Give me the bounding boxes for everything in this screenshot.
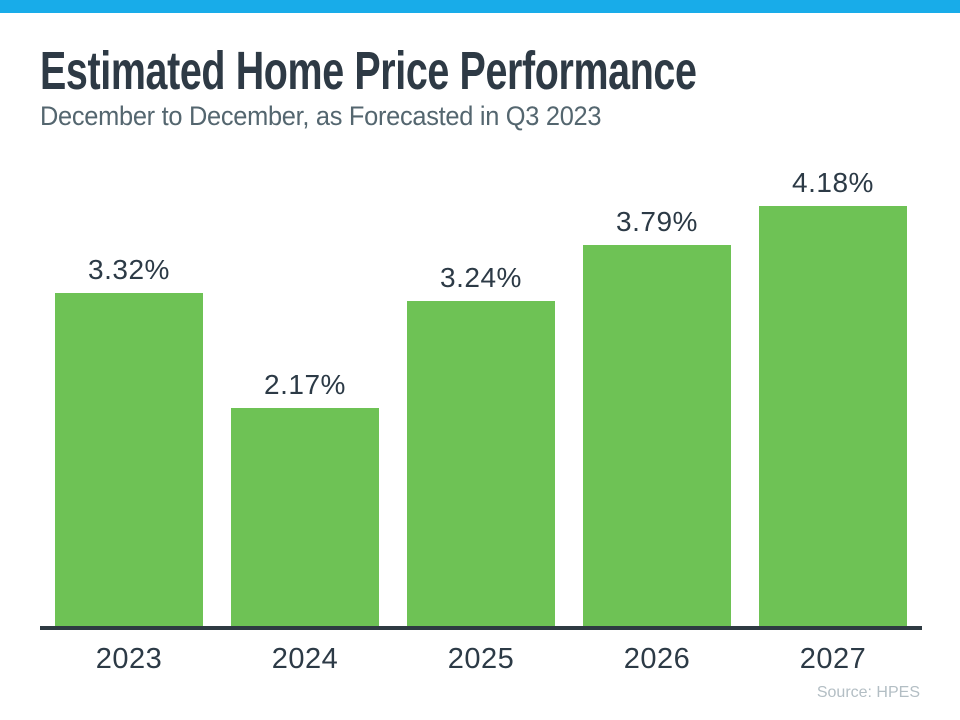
bar-group-2023: 3.32% bbox=[55, 0, 203, 626]
x-axis-tick-label: 2026 bbox=[623, 643, 691, 675]
bar-value-label: 3.79% bbox=[616, 206, 698, 237]
x-axis-tick-label: 2025 bbox=[447, 643, 515, 675]
bar-2025 bbox=[407, 301, 555, 626]
bar-value-label: 3.32% bbox=[88, 254, 170, 285]
bar-2027 bbox=[759, 206, 907, 626]
x-axis-tick-label: 2027 bbox=[799, 643, 867, 675]
bar-2023 bbox=[55, 293, 203, 626]
bar-group-2025: 3.24% bbox=[407, 0, 555, 626]
bar-group-2026: 3.79% bbox=[583, 0, 731, 626]
bar-2026 bbox=[583, 245, 731, 626]
x-axis-line bbox=[40, 626, 922, 630]
chart-subtitle: December to December, as Forecasted in Q… bbox=[40, 101, 602, 131]
bar-group-2024: 2.17% bbox=[231, 0, 379, 626]
x-axis-tick-label: 2024 bbox=[271, 643, 339, 675]
source-attribution: Source: HPES bbox=[816, 684, 920, 701]
header-accent-bar bbox=[0, 0, 960, 13]
x-axis-tick-label: 2023 bbox=[95, 643, 163, 675]
chart-title: Estimated Home Price Performance bbox=[40, 41, 697, 101]
bar-value-label: 2.17% bbox=[264, 369, 346, 400]
bar-group-2027: 4.18% bbox=[759, 0, 907, 626]
bar-value-label: 3.24% bbox=[440, 262, 522, 293]
bar-2024 bbox=[231, 408, 379, 626]
bar-value-label: 4.18% bbox=[792, 167, 874, 198]
